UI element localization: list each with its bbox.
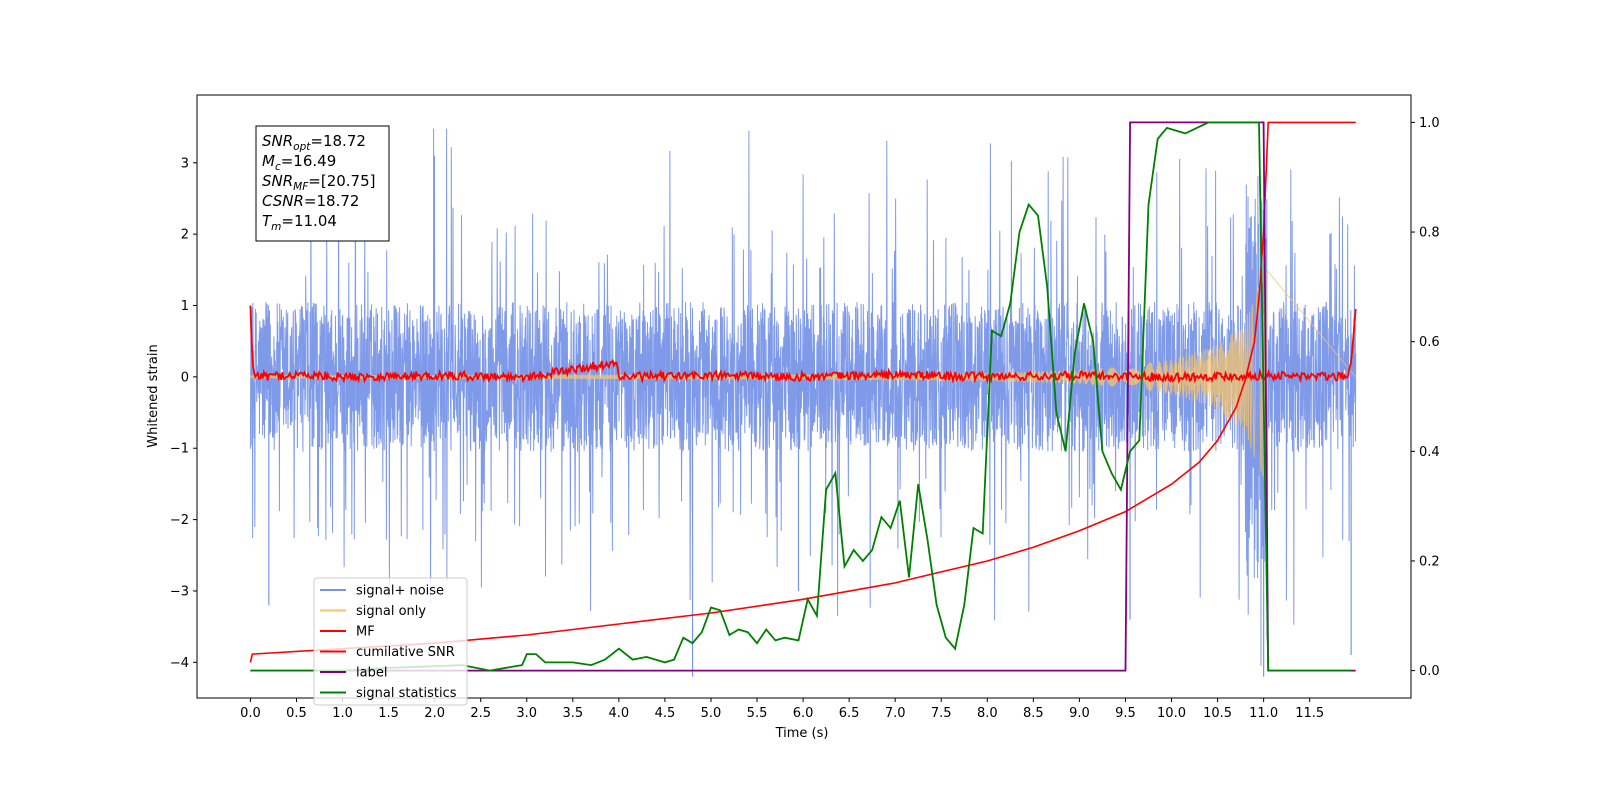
annotation-line: Mc=16.49 [262,152,336,173]
x-axis-ticks: 0.0 0.5 1.0 1.5 2.0 2.5 3.0 3.5 4.0 4.5 5.0 5.5 6.0 6… [240,698,1324,721]
x-axis-label: Time (s) [775,726,829,741]
y2-tick-label: 1.0 [1419,116,1440,131]
x-tick-label: 9.0 [1069,706,1090,721]
x-tick-label: 4.0 [609,706,630,721]
legend: signal+ noise signal only MF cumilative SNR… [313,577,468,706]
y-tick-label: 2 [181,228,189,243]
y2-axis-ticks: 0.0 0.2 0.4 0.6 0.8 1.0 [1411,116,1440,679]
y2-tick-label: 0.2 [1419,554,1440,569]
annotation-frame [255,125,390,242]
cumulative-snr-line [249,121,1356,663]
x-tick-label: 2.5 [470,706,491,721]
x-tick-label: 10.5 [1203,706,1232,721]
x-tick-label: 8.0 [977,706,998,721]
x-tick-label: 0.5 [286,706,307,721]
annotation-line: CSNR=18.72 [262,192,359,210]
x-tick-label: 11.5 [1295,706,1324,721]
x-tick-label: 5.5 [747,706,768,721]
x-tick-label: 5.0 [701,706,722,721]
legend-entry: signal+ noise [356,584,444,599]
y2-tick-label: 0.0 [1419,664,1440,679]
y-tick-label: −1 [170,442,189,457]
y-tick-label: −4 [170,656,189,671]
x-tick-label: 0.0 [240,706,261,721]
y-axis-label: Whitened strain [146,344,161,447]
x-tick-label: 11.0 [1249,706,1278,721]
y-tick-label: −2 [170,513,189,528]
y-axis-ticks: −4 −3 −2 −1 0 1 2 3 [170,156,197,671]
y-tick-label: 0 [181,370,189,385]
annotation-line: SNRMF=[20.75] [262,172,376,193]
y2-tick-label: 0.6 [1419,335,1440,350]
annotation-line: Tm=11.04 [262,212,337,233]
x-tick-label: 9.5 [1115,706,1136,721]
legend-entry: label [356,666,387,681]
legend-entry: MF [356,625,375,640]
x-tick-label: 3.0 [516,706,537,721]
x-tick-label: 3.5 [562,706,583,721]
mf-line [249,305,1357,385]
y-tick-label: −3 [170,584,189,599]
legend-entry: signal statistics [356,686,457,701]
signal-noise-line [249,128,1357,666]
y-tick-label: 1 [181,299,189,314]
signal-statistics-line [250,121,1352,672]
legend-entry: cumilative SNR [356,645,455,660]
x-tick-label: 1.5 [378,706,399,721]
x-tick-label: 2.0 [424,706,445,721]
x-tick-label: 6.0 [793,706,814,721]
x-tick-label: 10.0 [1157,706,1186,721]
x-tick-label: 8.5 [1023,706,1044,721]
plot-frame [196,94,1412,699]
x-tick-label: 1.0 [332,706,353,721]
line-series-group [249,121,1357,672]
legend-frame [313,577,468,706]
y2-tick-label: 0.4 [1419,445,1440,460]
x-tick-label: 7.5 [931,706,952,721]
x-tick-label: 4.5 [655,706,676,721]
x-tick-label: 6.5 [839,706,860,721]
annotation-box: SNRopt=18.72Mc=16.49SNRMF=[20.75]CSNR=18… [255,125,390,242]
y2-tick-label: 0.8 [1419,226,1440,241]
annotation-line: SNRopt=18.72 [262,132,366,153]
legend-entry: signal only [356,604,426,619]
x-tick-label: 7.0 [885,706,906,721]
y-tick-label: 3 [181,156,189,171]
